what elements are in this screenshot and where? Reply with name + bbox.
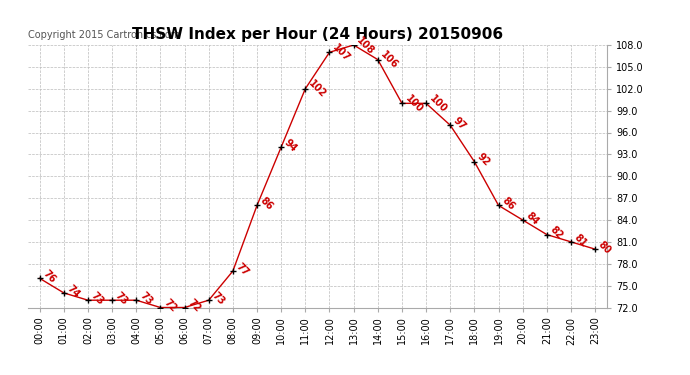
- Text: 106: 106: [379, 50, 400, 71]
- Title: THSW Index per Hour (24 Hours) 20150906: THSW Index per Hour (24 Hours) 20150906: [132, 27, 503, 42]
- Text: 76: 76: [41, 268, 57, 285]
- Text: 72: 72: [186, 297, 202, 314]
- Text: 77: 77: [234, 261, 250, 278]
- Text: 94: 94: [282, 137, 299, 154]
- Text: 102: 102: [306, 79, 328, 100]
- Text: 72: 72: [161, 297, 178, 314]
- Text: 82: 82: [548, 225, 564, 241]
- Text: 86: 86: [500, 195, 516, 212]
- Text: 100: 100: [427, 93, 449, 115]
- Text: 108: 108: [355, 35, 376, 57]
- Text: 73: 73: [137, 290, 154, 307]
- Text: 107: 107: [331, 42, 352, 64]
- Text: 84: 84: [524, 210, 540, 227]
- Text: 100: 100: [403, 93, 424, 115]
- Text: 81: 81: [572, 232, 589, 249]
- Text: Copyright 2015 Cartronics.com: Copyright 2015 Cartronics.com: [28, 30, 179, 40]
- Text: 92: 92: [475, 152, 492, 168]
- Text: 74: 74: [65, 283, 81, 300]
- Text: 73: 73: [113, 290, 130, 307]
- Text: 86: 86: [258, 195, 275, 212]
- Text: 97: 97: [451, 115, 468, 132]
- Text: 73: 73: [210, 290, 226, 307]
- Text: 80: 80: [596, 239, 613, 256]
- Text: 73: 73: [89, 290, 106, 307]
